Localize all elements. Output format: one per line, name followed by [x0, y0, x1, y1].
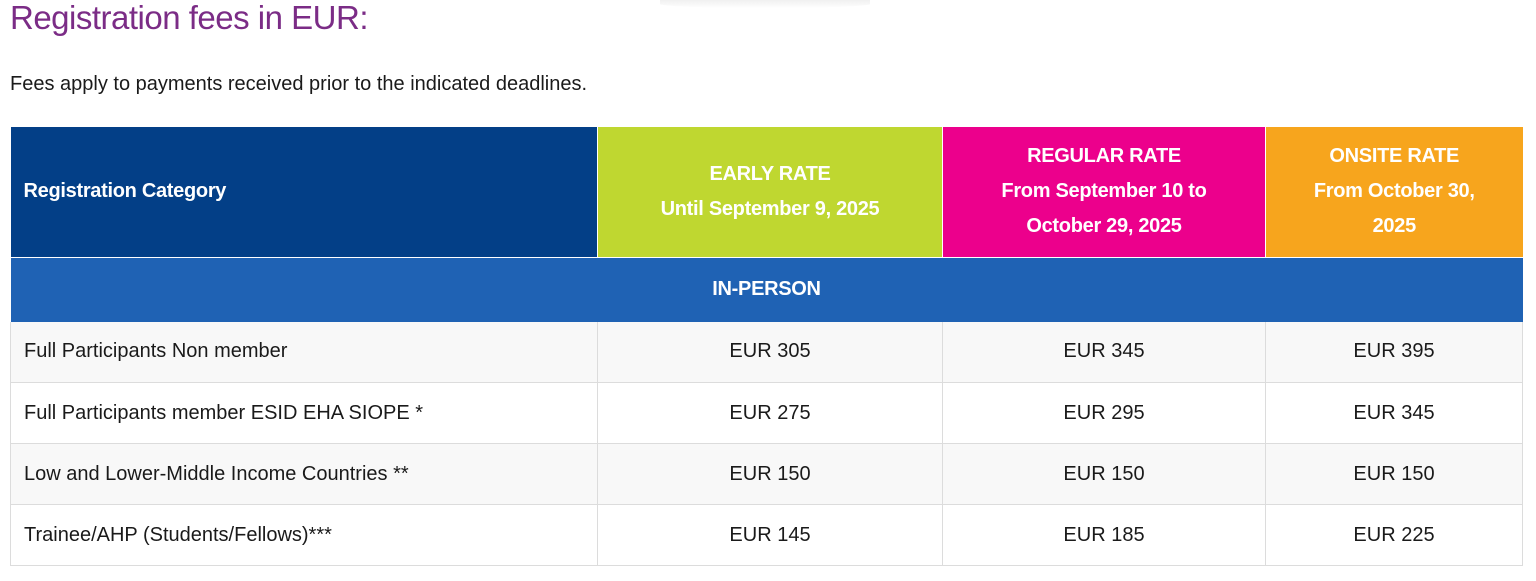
header-early-rate: EARLY RATE Until September 9, 2025: [597, 127, 943, 257]
header-row: Registration Category EARLY RATE Until S…: [10, 127, 1523, 257]
row-regular-fee: EUR 185: [942, 504, 1266, 566]
row-category: Low and Lower-Middle Income Countries **: [10, 443, 598, 505]
header-line: Until September 9, 2025: [660, 197, 880, 220]
row-category: Full Participants member ESID EHA SIOPE …: [10, 382, 598, 444]
row-category: Full Participants Non member: [10, 321, 598, 383]
row-onsite-fee: EUR 395: [1265, 321, 1523, 383]
header-line: 2025: [1372, 215, 1417, 238]
row-early-fee: EUR 145: [597, 504, 943, 566]
intro-text: Fees apply to payments received prior to…: [10, 73, 588, 95]
row-regular-fee: EUR 150: [942, 443, 1266, 505]
top-shadow-decoration: [660, 0, 870, 8]
header-onsite-rate: ONSITE RATE From October 30, 2025: [1265, 127, 1523, 257]
row-early-fee: EUR 150: [597, 443, 943, 505]
header-line: From October 30,: [1313, 180, 1475, 203]
table-row: Trainee/AHP (Students/Fellows)*** EUR 14…: [10, 504, 1523, 566]
row-regular-fee: EUR 345: [942, 321, 1266, 383]
row-onsite-fee: EUR 345: [1265, 382, 1523, 444]
row-regular-fee: EUR 295: [942, 382, 1266, 444]
header-line: EARLY RATE: [709, 162, 831, 185]
table-row: Full Participants member ESID EHA SIOPE …: [10, 382, 1523, 444]
table-row: Full Participants Non member EUR 305 EUR…: [10, 321, 1523, 383]
page-title: Registration fees in EUR:: [10, 0, 369, 36]
header-line: ONSITE RATE: [1329, 145, 1460, 168]
header-line: From September 10 to: [1001, 180, 1207, 203]
header-line: October 29, 2025: [1026, 215, 1182, 238]
section-label-in-person: IN-PERSON: [10, 256, 1523, 322]
row-category: Trainee/AHP (Students/Fellows)***: [10, 504, 598, 566]
row-onsite-fee: EUR 225: [1265, 504, 1523, 566]
fees-table: Registration Category EARLY RATE Until S…: [10, 127, 1523, 566]
row-early-fee: EUR 275: [597, 382, 943, 444]
header-regular-rate: REGULAR RATE From September 10 to Octobe…: [942, 127, 1266, 257]
header-line: REGULAR RATE: [1027, 145, 1181, 168]
row-onsite-fee: EUR 150: [1265, 443, 1523, 505]
row-early-fee: EUR 305: [597, 321, 943, 383]
table-row: Low and Lower-Middle Income Countries **…: [10, 443, 1523, 505]
section-row: IN-PERSON: [10, 256, 1523, 322]
header-registration-category: Registration Category: [10, 127, 598, 257]
header-line: Registration Category: [23, 180, 227, 203]
